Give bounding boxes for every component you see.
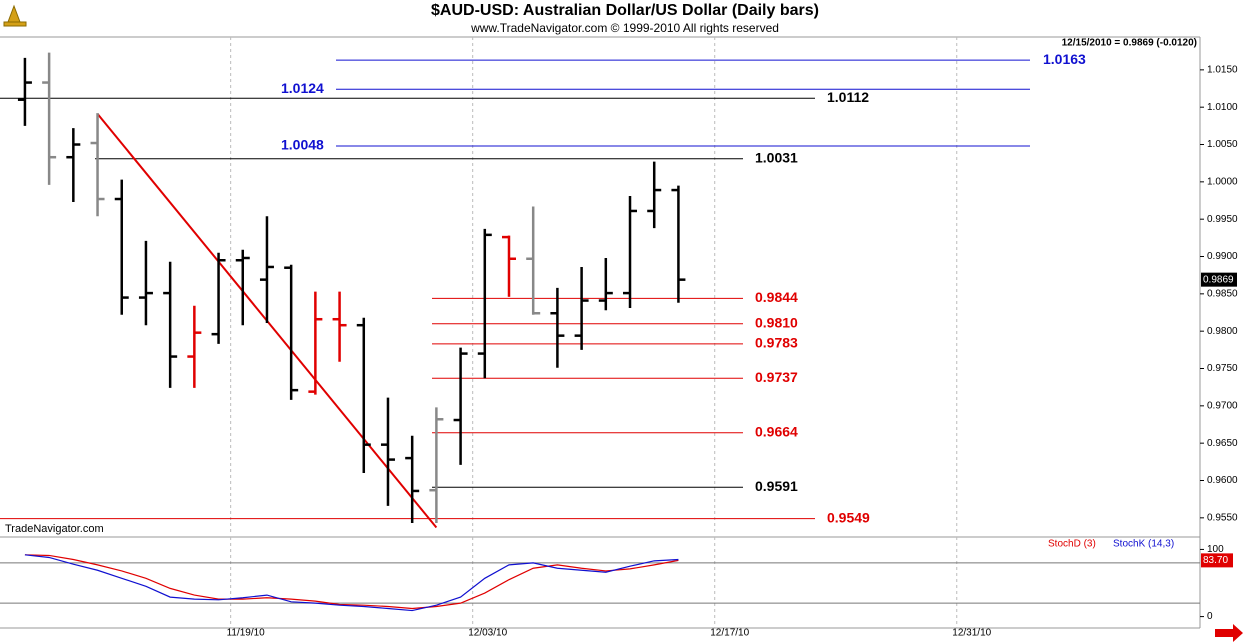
stoch-line [24, 554, 679, 612]
level-label: 1.0163 [1043, 51, 1086, 67]
x-tick-label: 11/19/10 [227, 628, 266, 639]
level-label: 0.9664 [755, 423, 798, 439]
x-tick-label: 12/17/10 [710, 628, 749, 639]
level-label: 0.9810 [755, 314, 798, 330]
level-label: 0.9549 [827, 509, 870, 525]
y-tick-label: 0.9650 [1207, 438, 1238, 449]
logo [3, 4, 27, 27]
y-tick-label: 0.9750 [1207, 363, 1238, 374]
y-tick-label: 0.9550 [1207, 512, 1238, 523]
info: 12/15/2010 = 0.9869 (-0.0120) [1062, 38, 1197, 49]
stoch-line [24, 554, 679, 610]
y-tick-label: 0.9600 [1207, 475, 1238, 486]
y-tick-label: 0.9900 [1207, 251, 1238, 262]
subtitle: www.TradeNavigator.com © 1999-2010 All r… [470, 21, 779, 35]
level-label: 1.0124 [281, 80, 324, 96]
y-tick-label: 1.0150 [1207, 64, 1238, 75]
y-tick-label: 0.9700 [1207, 400, 1238, 411]
legend-entry: StochK (14,3) [1113, 539, 1174, 550]
y-tick-label: 0.9800 [1207, 326, 1238, 337]
legend-entry: StochD (3) [1048, 539, 1096, 550]
x-tick-label: 12/31/10 [952, 628, 991, 639]
level-label: 1.0031 [755, 149, 798, 165]
level-label: 0.9783 [755, 335, 798, 351]
y-tick-label: 0.9950 [1207, 214, 1238, 225]
last-price-tag [1201, 272, 1237, 287]
watermark: TradeNavigator.com [5, 523, 104, 535]
level-label: 1.0048 [281, 137, 324, 153]
value-label: 83.70 [1203, 555, 1228, 566]
last-price-label: 0.9869 [1203, 274, 1234, 285]
y-tick-label: 0 [1207, 611, 1213, 622]
level-label: 0.9591 [755, 478, 798, 494]
level-label: 0.9737 [755, 369, 798, 385]
y-tick-label: 1.0000 [1207, 176, 1238, 187]
y-tick-label: 0.9850 [1207, 288, 1238, 299]
y-tick-label: 1.0100 [1207, 102, 1238, 113]
scroll-arrow[interactable] [1215, 624, 1243, 642]
y-tick-label: 100 [1207, 544, 1224, 555]
value-tag [1201, 553, 1233, 568]
x-tick-label: 12/03/10 [468, 628, 507, 639]
chart-title: $AUD-USD: Australian Dollar/US Dollar (D… [431, 2, 819, 19]
y-tick-label: 1.0050 [1207, 139, 1238, 150]
level-label: 0.9844 [755, 289, 798, 305]
level-label: 1.0112 [827, 89, 869, 105]
